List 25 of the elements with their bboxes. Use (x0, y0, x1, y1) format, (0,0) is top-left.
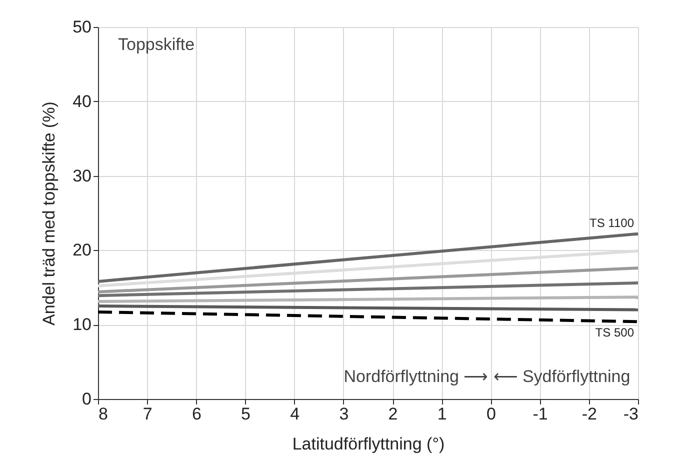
series-label: TS 500 (595, 326, 634, 340)
series-label: TS 1100 (590, 216, 634, 230)
x-axis-title: Latitudförflyttning (°) (292, 434, 445, 454)
x-tick-label: 1 (437, 404, 447, 424)
y-tick-label: 30 (72, 166, 92, 186)
x-tick-label: 5 (241, 404, 251, 424)
x-tick-label: 7 (142, 404, 152, 424)
y-tick-label: 20 (72, 240, 92, 260)
x-tick-label: 0 (486, 404, 496, 424)
y-tick-label: 40 (72, 92, 92, 111)
x-tick-label: 2 (388, 404, 398, 424)
y-tick-label: 10 (72, 315, 92, 334)
x-tick-label: -1 (532, 404, 548, 424)
x-tick-label: 6 (192, 404, 202, 424)
annotation: Nordförflyttning ⟶ (344, 367, 488, 386)
y-axis-title: Andel träd med toppskifte (%) (40, 102, 59, 326)
x-tick-label: 3 (339, 404, 349, 424)
annotation: Toppskifte (118, 35, 195, 54)
y-tick-label: 50 (72, 18, 92, 36)
x-tick-label: -3 (623, 404, 638, 424)
x-tick-label: 4 (290, 404, 300, 424)
annotation: ⟵ Sydförflyttning (494, 367, 630, 386)
x-tick-label: -2 (582, 404, 597, 424)
x-tick-label: 8 (98, 404, 108, 424)
y-tick-label: 0 (82, 390, 92, 408)
